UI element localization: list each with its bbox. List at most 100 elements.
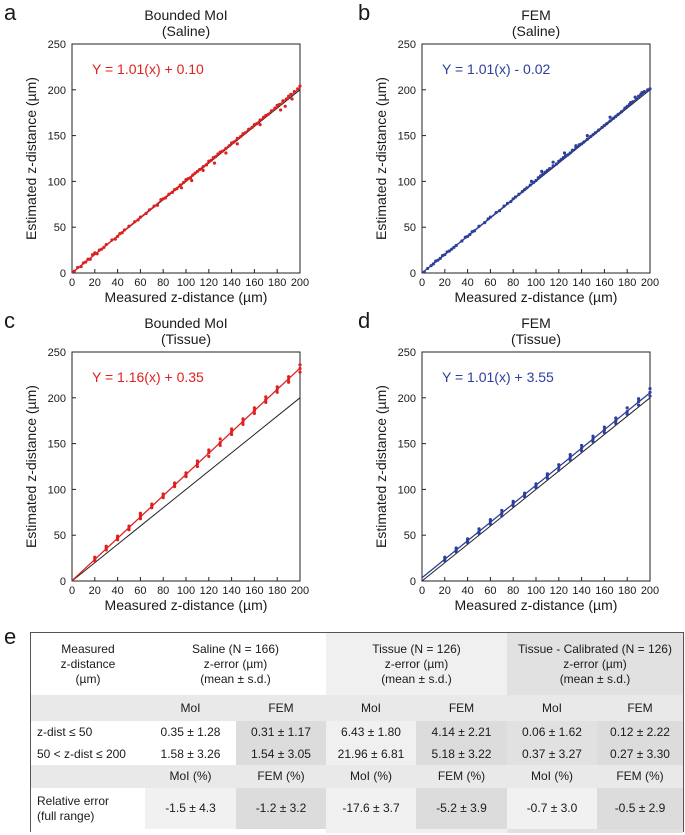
data-point xyxy=(110,238,114,242)
data-point xyxy=(201,165,205,169)
x-tick-label: 180 xyxy=(268,277,286,289)
y-tick-label: 100 xyxy=(398,176,416,188)
data-point xyxy=(566,153,570,157)
data-point xyxy=(72,269,76,273)
data-point xyxy=(520,189,524,194)
data-point xyxy=(494,210,498,215)
data-point xyxy=(591,437,595,441)
data-point xyxy=(252,409,256,413)
y-tick-label: 200 xyxy=(398,393,416,405)
data-point xyxy=(614,421,618,426)
header-tissue: Tissue (N = 126) z-error (µm) (mean ± s.… xyxy=(372,641,461,686)
data-point xyxy=(585,137,589,141)
data-point xyxy=(232,140,236,144)
data-point xyxy=(597,128,601,132)
header-calibrated: Tissue - Calibrated (N = 126) z-error (µ… xyxy=(518,641,672,686)
data-point xyxy=(623,106,627,110)
data-point xyxy=(447,249,451,253)
y-tick-label: 0 xyxy=(60,576,66,588)
y-tick-label: 100 xyxy=(48,176,66,188)
chart-title: Bounded MoI xyxy=(144,315,227,331)
data-point xyxy=(513,195,518,199)
data-point xyxy=(568,452,572,457)
x-tick-label: 60 xyxy=(134,585,146,597)
data-point xyxy=(468,232,472,237)
x-axis-label: Measured z-distance (µm) xyxy=(105,289,268,305)
data-point xyxy=(230,430,234,434)
data-point xyxy=(88,257,92,261)
x-tick-label: 80 xyxy=(157,585,169,597)
data-point xyxy=(466,234,470,238)
data-point xyxy=(429,264,433,268)
data-point xyxy=(150,502,154,506)
data-point xyxy=(204,163,209,167)
data-point xyxy=(122,228,127,232)
data-point xyxy=(127,524,131,528)
data-point xyxy=(170,190,174,194)
chart-title: Bounded MoI xyxy=(144,7,227,23)
data-point xyxy=(264,398,268,402)
data-point xyxy=(218,441,222,445)
fem-col-bg xyxy=(416,788,507,829)
data-point xyxy=(184,471,188,475)
data-point xyxy=(591,133,595,137)
y-tick-label: 0 xyxy=(410,576,416,588)
y-tick-label: 250 xyxy=(48,347,66,359)
x-tick-label: 80 xyxy=(157,277,169,289)
chart-subtitle: (Saline) xyxy=(512,23,560,39)
data-point xyxy=(557,465,561,470)
data-point xyxy=(454,546,458,550)
data-point xyxy=(436,258,440,262)
data-point xyxy=(93,555,97,559)
data-point xyxy=(534,482,538,486)
data-point xyxy=(161,492,165,496)
relative-error-value: -1.5 ± 4.3 xyxy=(165,801,216,815)
fit-equation: Y = 1.01(x) + 0.10 xyxy=(92,61,204,77)
data-point xyxy=(608,115,612,119)
data-point xyxy=(557,159,561,163)
data-point xyxy=(602,425,607,429)
panel-label-d: d xyxy=(358,308,371,333)
data-point xyxy=(483,221,487,225)
x-tick-label: 60 xyxy=(484,585,496,597)
fem-col-bg xyxy=(236,721,326,765)
chart-b: FEM(Saline) 0 20 40 60 80 100 120 140 160 180 200 0 5… xyxy=(373,7,659,305)
y-axis-label: Estimated z-distance (µm) xyxy=(23,77,39,240)
data-point xyxy=(580,142,584,146)
data-point xyxy=(486,217,490,221)
data-point xyxy=(629,101,633,105)
data-point xyxy=(534,178,538,183)
data-point xyxy=(209,158,213,162)
data-point xyxy=(528,183,532,187)
data-point xyxy=(264,400,268,404)
x-tick-label: 80 xyxy=(507,585,519,597)
fem-col-bg xyxy=(597,721,683,765)
data-point xyxy=(84,260,88,264)
relative-error-value: -0.7 ± 3.0 xyxy=(526,801,578,815)
data-point xyxy=(104,243,108,247)
data-point xyxy=(76,265,80,270)
data-point xyxy=(529,179,534,183)
data-point xyxy=(591,440,595,444)
data-point xyxy=(193,171,197,175)
fem-col-bg xyxy=(597,788,683,829)
data-point xyxy=(580,443,584,448)
pct-header-band xyxy=(31,765,683,788)
data-point xyxy=(488,215,492,219)
y-tick-label: 200 xyxy=(398,85,416,97)
data-point xyxy=(218,437,222,441)
data-point xyxy=(147,208,152,212)
data-point xyxy=(633,95,637,99)
x-tick-label: 160 xyxy=(245,277,263,289)
fem-col-bg xyxy=(416,721,507,765)
data-point xyxy=(136,218,140,222)
data-point xyxy=(545,168,550,173)
data-point xyxy=(100,247,104,251)
data-point xyxy=(426,266,430,271)
data-point xyxy=(625,412,629,416)
data-point xyxy=(290,97,294,101)
data-point xyxy=(605,122,609,126)
data-point xyxy=(298,366,302,371)
data-point xyxy=(637,399,641,404)
x-tick-label: 40 xyxy=(111,585,123,597)
